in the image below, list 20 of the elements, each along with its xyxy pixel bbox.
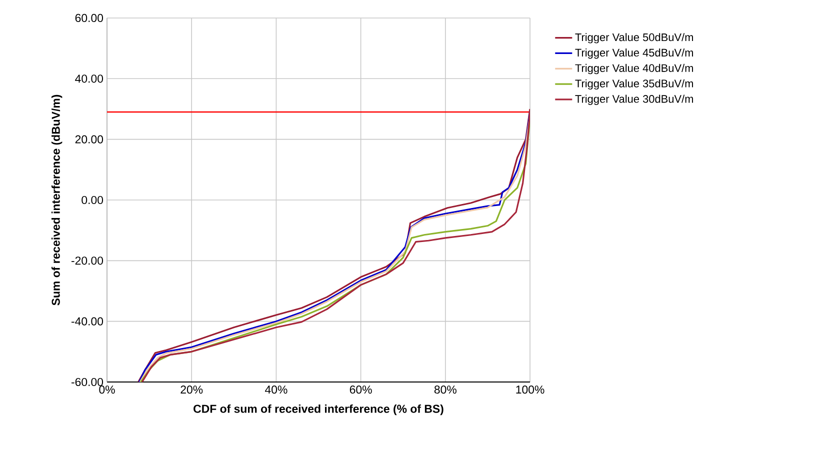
y-tick-label: 40.00: [75, 74, 104, 83]
y-tick-label: -20.00: [72, 256, 104, 265]
x-tick-label: 80%: [434, 386, 456, 394]
y-tick-label: 0.00: [82, 196, 104, 204]
y-tick-label: -40.00: [72, 317, 104, 326]
x-tick-label: 20%: [180, 386, 203, 394]
legend-label: Trigger Value 30dBuV/m: [575, 94, 693, 105]
y-tick-label: 60.00: [75, 14, 104, 22]
x-tick-label: 100%: [516, 386, 544, 394]
x-tick-label: 60%: [350, 386, 372, 394]
legend-label: Trigger Value 45dBuV/m: [575, 48, 693, 59]
y-axis-title: Sum of received interference (dBuV/m): [51, 94, 62, 306]
legend-label: Trigger Value 35dBuV/m: [575, 79, 693, 90]
x-axis-title: CDF of sum of received interference (% of BS): [194, 404, 444, 416]
legend-label: Trigger Value 50dBuV/m: [575, 33, 693, 44]
x-tick-label: 40%: [265, 386, 288, 394]
y-tick-label: -60.00: [72, 378, 104, 386]
y-tick-label: 20.00: [75, 135, 104, 144]
x-tick-label: 0%: [99, 386, 115, 394]
legend-label: Trigger Value 40dBuV/m: [575, 64, 693, 74]
